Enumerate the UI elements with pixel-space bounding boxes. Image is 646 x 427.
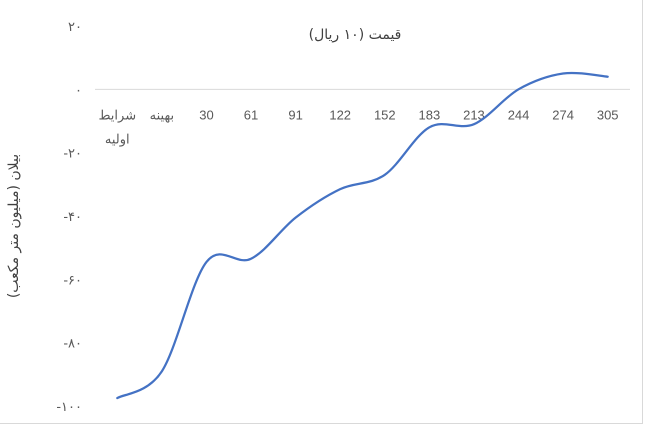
y-tick-label: ۰ <box>75 83 82 98</box>
y-tick-label: ۲۰ <box>68 20 82 35</box>
x-tick-label: 274 <box>552 107 574 122</box>
x-tick-label: 30 <box>199 107 213 122</box>
x-tick-label: 91 <box>288 107 302 122</box>
x-tick-label: 305 <box>597 107 619 122</box>
x-axis-title: قیمت (۱۰ ریال) <box>309 27 402 43</box>
y-tick-label: -۶۰ <box>63 273 82 288</box>
x-axis-ticks: شرایط اولیه بهینه 30 61 91 122 152 183 213 244 274 3… <box>98 107 618 147</box>
x-tick-label: 152 <box>374 107 396 122</box>
x-tick-label: 183 <box>419 107 441 122</box>
x-tick-label: شرایط اولیه <box>98 107 136 147</box>
y-axis-ticks: ۲۰ ۰ -۲۰ -۴۰ -۶۰ -۸۰ -۱۰۰ <box>56 20 82 415</box>
x-tick-label: 244 <box>508 107 530 122</box>
y-tick-label: -۸۰ <box>63 337 82 352</box>
series-line <box>116 71 609 400</box>
x-tick-label: بهینه <box>150 107 174 123</box>
y-axis-title: بیلان (میلیون متر مکعب) <box>6 154 22 298</box>
x-tick-label: 122 <box>329 107 351 122</box>
x-tick-label: 213 <box>463 107 485 122</box>
y-tick-label: -۲۰ <box>63 147 82 162</box>
x-tick-label: 61 <box>244 107 258 122</box>
y-tick-label: -۱۰۰ <box>56 400 82 415</box>
y-tick-label: -۴۰ <box>63 210 82 225</box>
